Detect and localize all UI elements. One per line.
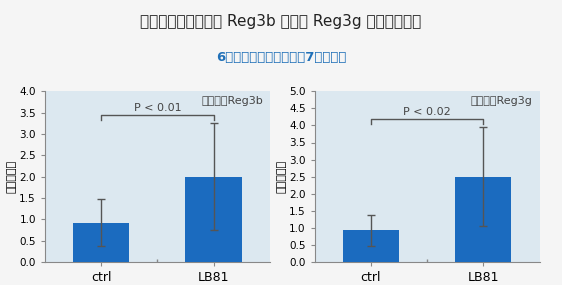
Bar <box>73 223 129 262</box>
Y-axis label: 相対発現量: 相対発現量 <box>277 160 286 193</box>
Bar <box>343 230 399 262</box>
Bar <box>185 177 242 262</box>
Text: P < 0.01: P < 0.01 <box>134 103 181 113</box>
Text: 遠位回腸Reg3b: 遠位回腸Reg3b <box>201 96 263 106</box>
Text: 遠位回腸Reg3g: 遠位回腸Reg3g <box>471 96 533 106</box>
Bar <box>455 177 511 262</box>
Text: 6ヶ月齢マウスに対する7週間投与: 6ヶ月齢マウスに対する7週間投与 <box>216 51 346 64</box>
Text: 若齢マウスにおける Reg3b および Reg3g 発現促進効果: 若齢マウスにおける Reg3b および Reg3g 発現促進効果 <box>140 14 422 29</box>
Text: P < 0.02: P < 0.02 <box>404 107 451 117</box>
Y-axis label: 相対発現量: 相対発現量 <box>7 160 16 193</box>
